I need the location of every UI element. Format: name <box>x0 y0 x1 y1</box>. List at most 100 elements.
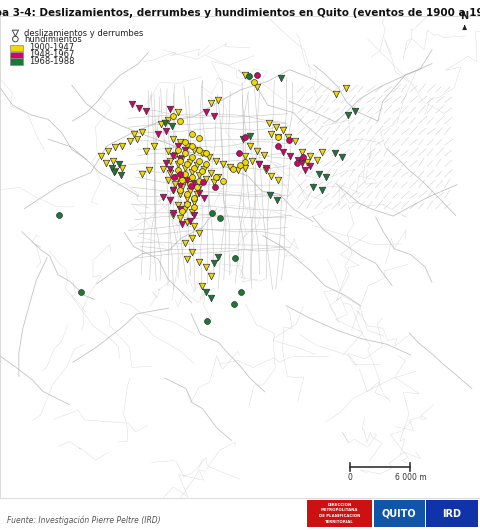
Point <box>159 192 167 201</box>
Point <box>299 148 306 156</box>
Point <box>204 316 211 325</box>
Point <box>195 258 203 266</box>
Point <box>186 187 193 195</box>
Point <box>309 183 317 191</box>
Point <box>181 138 189 146</box>
Point <box>169 208 177 217</box>
Point <box>272 122 280 131</box>
Point <box>191 179 198 188</box>
Point <box>306 152 313 160</box>
Point <box>97 152 105 160</box>
Point <box>188 167 196 176</box>
FancyBboxPatch shape <box>427 500 478 527</box>
Point <box>198 167 205 175</box>
Point <box>323 173 330 182</box>
Point <box>118 171 125 179</box>
Point <box>167 156 174 165</box>
Point <box>246 131 253 140</box>
Point <box>174 108 181 117</box>
Point <box>176 156 184 165</box>
Point <box>179 207 186 216</box>
Point <box>273 196 281 205</box>
Point <box>102 159 109 167</box>
Point <box>279 126 287 135</box>
Point <box>241 164 249 172</box>
Point <box>12 35 19 43</box>
Text: METROPOLITANA: METROPOLITANA <box>321 508 358 513</box>
Text: TERRITORIAL: TERRITORIAL <box>325 519 354 524</box>
Point <box>188 234 196 242</box>
Text: Mapa 3-4: Deslizamientos, derrumbes y hundimientos en Quito (eventos de 1900 a 1: Mapa 3-4: Deslizamientos, derrumbes y hu… <box>0 8 480 18</box>
Point <box>119 142 126 151</box>
Point <box>169 112 177 120</box>
Point <box>111 167 119 175</box>
Point <box>128 100 136 108</box>
Point <box>157 120 165 129</box>
Point <box>161 119 168 127</box>
Point <box>193 190 201 199</box>
Point <box>176 186 184 195</box>
Point <box>186 158 193 166</box>
Point <box>193 183 201 191</box>
Point <box>174 201 181 209</box>
Point <box>212 156 220 165</box>
Point <box>318 148 325 156</box>
Point <box>138 170 145 178</box>
Point <box>162 127 169 135</box>
Point <box>191 194 198 202</box>
Point <box>215 172 222 181</box>
Point <box>240 135 247 143</box>
Point <box>253 70 261 79</box>
Point <box>219 160 227 168</box>
Point <box>229 165 237 173</box>
Text: hundimientos: hundimientos <box>24 34 82 43</box>
Point <box>279 148 287 156</box>
Point <box>207 272 215 280</box>
Point <box>275 133 282 142</box>
Point <box>174 166 181 174</box>
Point <box>188 248 196 257</box>
Point <box>255 160 263 168</box>
Point <box>183 175 191 184</box>
Point <box>195 189 203 197</box>
Point <box>231 254 239 262</box>
Point <box>159 165 167 173</box>
Text: deslizamientos y derrumbes: deslizamientos y derrumbes <box>24 29 144 38</box>
Point <box>181 164 189 172</box>
Point <box>181 146 189 154</box>
Point <box>275 133 282 142</box>
Point <box>195 171 203 179</box>
Point <box>176 170 184 178</box>
Point <box>255 160 263 168</box>
Point <box>181 238 189 247</box>
Point <box>133 135 141 143</box>
Point <box>191 164 198 172</box>
Point <box>306 162 313 171</box>
Point <box>215 96 222 104</box>
Point <box>115 160 123 169</box>
Point <box>275 175 282 184</box>
Point <box>287 152 294 160</box>
Text: DIRECCION: DIRECCION <box>327 503 352 507</box>
Point <box>179 183 186 191</box>
Point <box>186 180 193 188</box>
Point <box>300 153 307 161</box>
Point <box>174 146 181 154</box>
Point <box>195 156 203 165</box>
Point <box>171 180 179 188</box>
Text: QUITO: QUITO <box>382 509 417 518</box>
Point <box>183 142 191 151</box>
Point <box>277 73 285 82</box>
Point <box>236 161 244 170</box>
Point <box>241 152 249 160</box>
FancyBboxPatch shape <box>10 51 23 58</box>
Point <box>138 127 145 136</box>
Point <box>245 72 252 81</box>
Point <box>234 166 241 174</box>
Point <box>77 288 84 296</box>
Point <box>183 218 191 226</box>
Point <box>210 259 217 268</box>
FancyBboxPatch shape <box>307 500 372 527</box>
Point <box>284 133 292 142</box>
Point <box>342 84 349 92</box>
